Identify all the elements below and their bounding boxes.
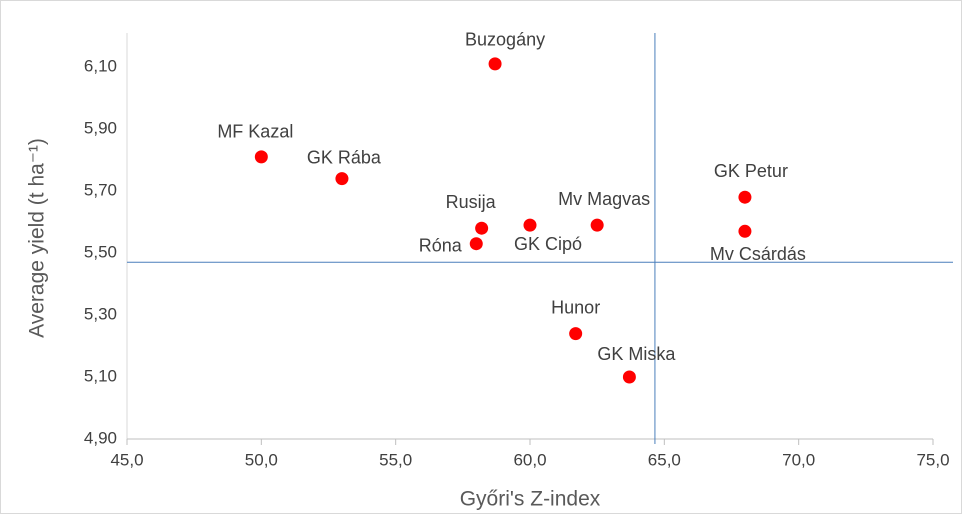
x-tick-label: 55,0 <box>379 450 412 469</box>
point <box>488 57 502 71</box>
x-tick-label: 70,0 <box>782 450 815 469</box>
x-tick-label: 60,0 <box>513 450 546 469</box>
point-label: Rusija <box>446 192 497 212</box>
y-axis-label: Average yield (t ha⁻¹) <box>26 138 49 338</box>
y-tick-label: 4,90 <box>84 428 117 447</box>
point-label: GK Miska <box>597 344 676 364</box>
point-label: Mv Magvas <box>558 189 650 209</box>
x-tick-label: 45,0 <box>110 450 143 469</box>
x-axis-label: Győri's Z-index <box>460 488 601 511</box>
point <box>569 327 583 341</box>
y-tick-label: 5,70 <box>84 180 117 199</box>
point <box>254 150 268 164</box>
point <box>738 224 752 238</box>
point-label: Róna <box>419 235 463 255</box>
y-tick-label: 5,50 <box>84 242 117 261</box>
point <box>622 370 636 384</box>
x-tick-label: 50,0 <box>245 450 278 469</box>
point-label: GK Cipó <box>514 234 582 254</box>
y-tick-label: 5,90 <box>84 118 117 137</box>
point <box>469 237 483 251</box>
point <box>738 190 752 204</box>
y-tick-label: 6,10 <box>84 56 117 75</box>
point-label: MF Kazal <box>217 122 293 142</box>
point-label: Buzogány <box>465 30 545 50</box>
point <box>590 218 604 232</box>
point-label: GK Petur <box>714 161 788 181</box>
point <box>335 172 349 186</box>
y-tick-label: 5,10 <box>84 366 117 385</box>
point-label: Mv Csárdás <box>710 244 806 264</box>
point-label: Hunor <box>551 297 600 317</box>
point <box>523 218 537 232</box>
x-tick-label: 75,0 <box>916 450 949 469</box>
point <box>475 221 489 235</box>
y-tick-label: 5,30 <box>84 304 117 323</box>
point-label: GK Rába <box>307 147 382 167</box>
x-tick-label: 65,0 <box>648 450 681 469</box>
